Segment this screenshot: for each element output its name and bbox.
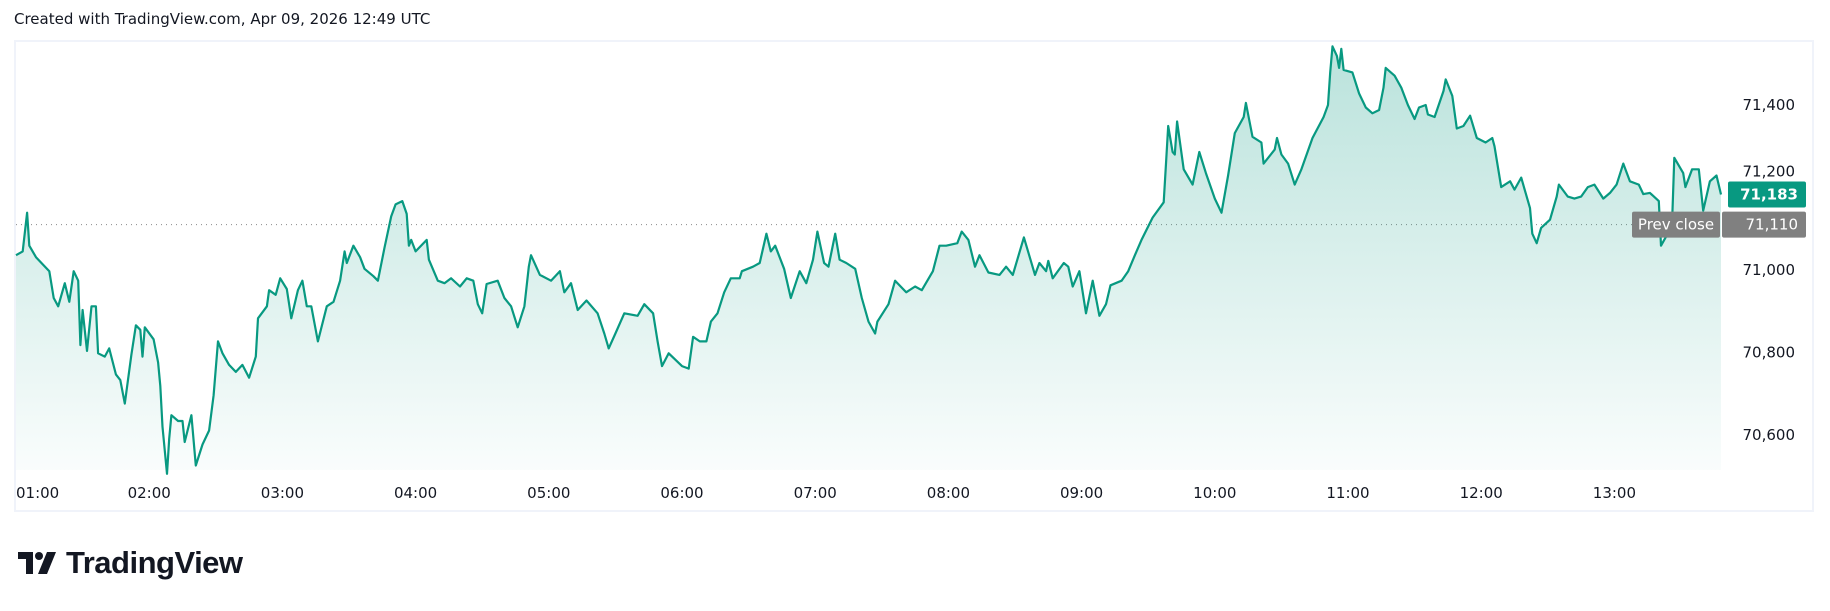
x-tick-label: 10:00: [1193, 484, 1236, 502]
x-tick-label: 02:00: [128, 484, 171, 502]
last-price-value: 71,183: [1740, 186, 1798, 204]
x-tick-label: 03:00: [261, 484, 304, 502]
prev-close-value: 71,110: [1746, 216, 1799, 234]
chart-caption: Created with TradingView.com, Apr 09, 20…: [14, 10, 431, 28]
y-tick-label: 71,200: [1743, 163, 1796, 181]
price-line: [15, 45, 1723, 475]
y-tick-label: 71,400: [1743, 96, 1796, 114]
x-tick-label: 11:00: [1326, 484, 1369, 502]
y-tick-label: 70,600: [1743, 426, 1796, 444]
x-tick-label: 12:00: [1460, 484, 1503, 502]
x-tick-label: 07:00: [794, 484, 837, 502]
chart-frame: [14, 40, 1814, 512]
last-price-tag: 71,183: [1728, 181, 1806, 208]
tradingview-logo[interactable]: TradingView: [18, 545, 243, 581]
y-tick-label: 71,000: [1743, 261, 1796, 279]
x-tick-label: 04:00: [394, 484, 437, 502]
x-tick-label: 01:00: [16, 484, 59, 502]
tradingview-logo-icon: [18, 552, 56, 574]
y-tick-label: 70,800: [1743, 344, 1796, 362]
x-tick-label: 06:00: [660, 484, 703, 502]
price-area-fill: [16, 46, 1721, 474]
tradingview-logo-text: TradingView: [66, 545, 243, 580]
x-tick-label: 05:00: [527, 484, 570, 502]
prev-close-name: Prev close: [1638, 216, 1714, 234]
prev-close-price-tag: 71,110: [1722, 211, 1806, 238]
x-tick-label: 09:00: [1060, 484, 1103, 502]
prev-close-name-tag: Prev close: [1632, 211, 1720, 238]
x-tick-label: 13:00: [1593, 484, 1636, 502]
x-tick-label: 08:00: [927, 484, 970, 502]
